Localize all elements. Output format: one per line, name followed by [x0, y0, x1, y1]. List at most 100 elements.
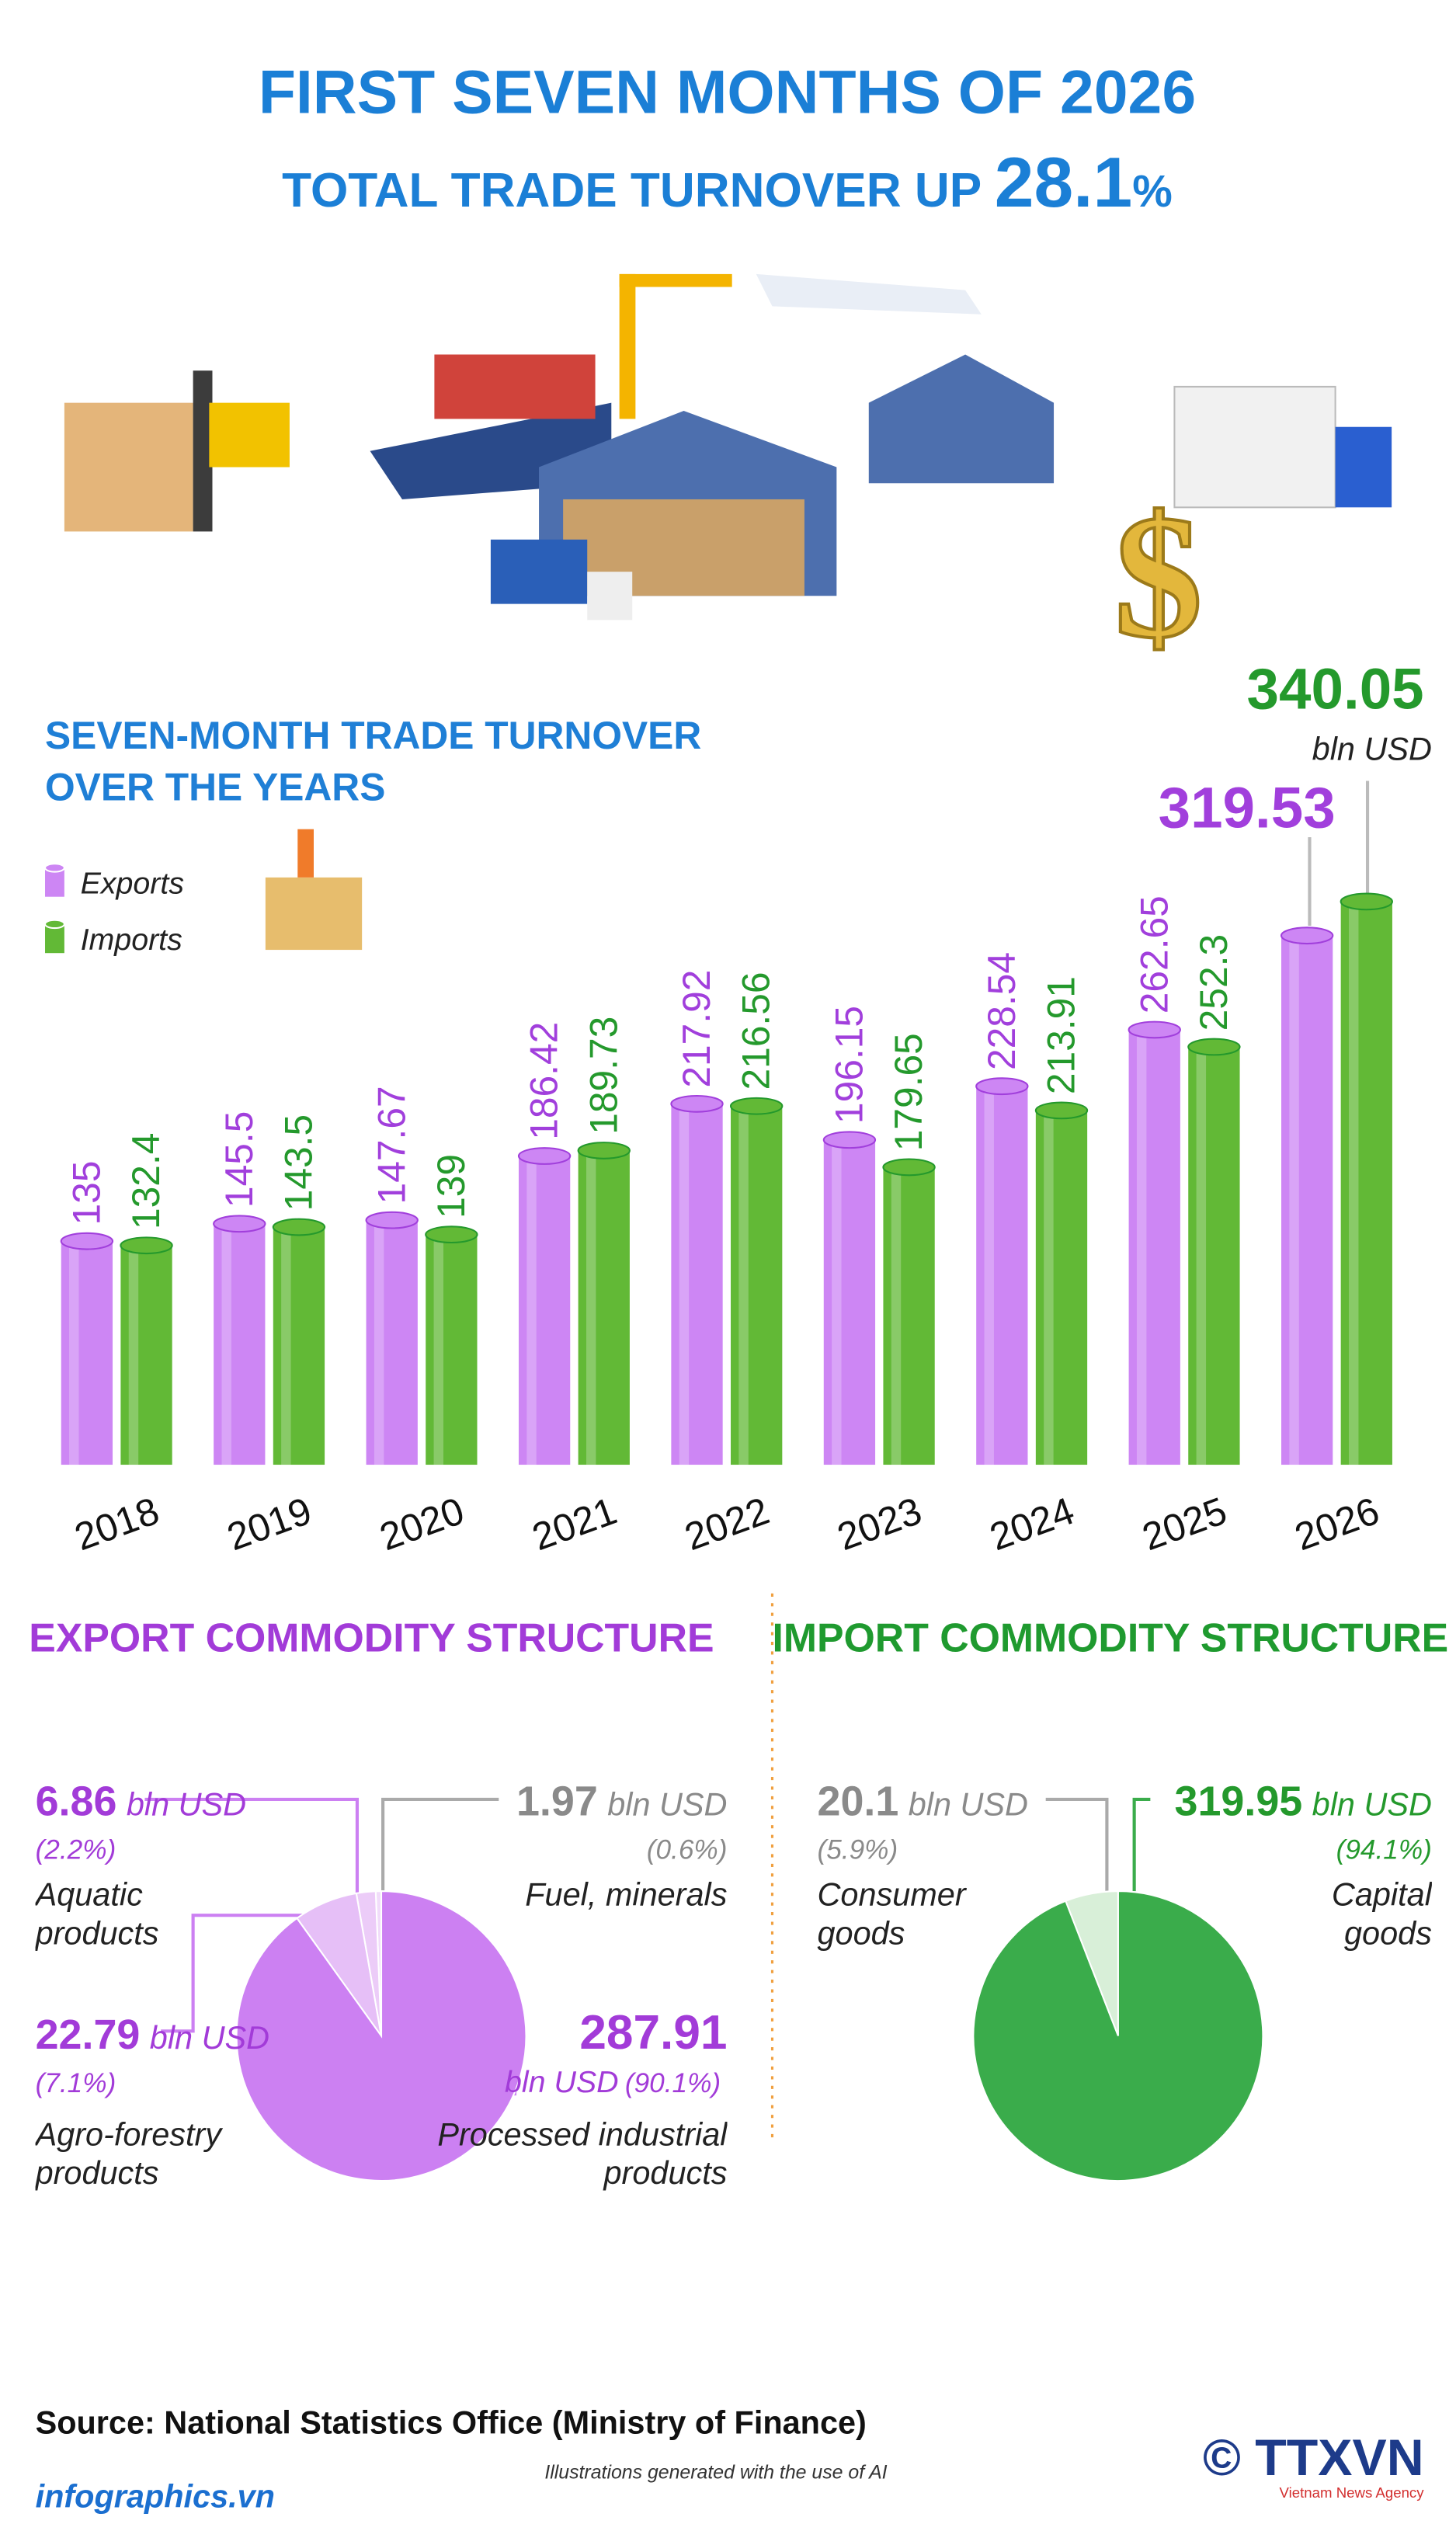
- bar-cap: [60, 1232, 114, 1250]
- bar-sheen: [1289, 935, 1299, 1465]
- bar-sheen: [738, 1106, 749, 1465]
- bar: [214, 1223, 266, 1465]
- bar-sheen: [1349, 901, 1359, 1465]
- value-label: 252.3: [1192, 934, 1235, 1031]
- value-label: 143.5: [277, 1114, 321, 1211]
- slice-value: 22.79: [36, 2011, 141, 2058]
- slice-unit: bln USD: [127, 1786, 246, 1823]
- slice-name-box: Fuel, minerals: [525, 1878, 728, 1914]
- value-label: 132.4: [124, 1133, 168, 1229]
- bar: [976, 1086, 1028, 1465]
- bar-sheen: [586, 1150, 596, 1465]
- slice-unit: bln USD: [1312, 1786, 1432, 1823]
- bar-cap: [670, 1094, 724, 1113]
- bar-cap: [1034, 1101, 1089, 1120]
- bar-cap: [272, 1218, 326, 1236]
- slice-share: (94.1%): [1336, 1835, 1432, 1865]
- value-label: 6.86 bln USD: [36, 1778, 247, 1825]
- bar: [426, 1234, 478, 1465]
- unit-label: bln USD: [1312, 731, 1432, 767]
- value-label: 186.42: [523, 1022, 566, 1140]
- bar: [1128, 1029, 1180, 1465]
- value-label: 22.79 bln USD: [36, 2011, 269, 2058]
- bar: [1188, 1047, 1240, 1465]
- share-label: (7.1%): [36, 2068, 116, 2098]
- value-label: 1.97 bln USD: [516, 1778, 728, 1825]
- value-label: 189.73: [582, 1017, 625, 1135]
- bar-cap: [425, 1225, 478, 1244]
- value-label: 319.95 bln USD: [1175, 1778, 1432, 1825]
- value-label: 216.56: [735, 972, 778, 1090]
- bar-sheen: [1136, 1029, 1147, 1465]
- bar: [1035, 1110, 1088, 1465]
- bar-cap: [1280, 927, 1334, 945]
- share-label: (0.6%): [647, 1835, 728, 1865]
- bar: [61, 1241, 113, 1465]
- bar-cap: [975, 1077, 1029, 1096]
- pie-slice: [235, 1890, 527, 2182]
- page-subtitle: TOTAL TRADE TURNOVER UP 28.1%: [282, 143, 1173, 222]
- bar-sheen: [1044, 1110, 1054, 1465]
- share-label: (2.2%): [36, 1835, 116, 1865]
- value-label: 147.67: [370, 1086, 413, 1204]
- slice-share: (2.2%): [36, 1835, 116, 1865]
- value-label: 228.54: [980, 952, 1023, 1070]
- bar-sheen: [1196, 1047, 1207, 1465]
- value-label: 20.1 bln USD: [817, 1778, 1028, 1825]
- source: Source: National Statistics Office (Mini…: [36, 2404, 867, 2440]
- pie-slice: [972, 1890, 1264, 2182]
- legend-label: Exports: [81, 867, 184, 901]
- share-label: (5.9%): [817, 1835, 898, 1865]
- value-label: 319.53: [1159, 775, 1336, 840]
- value-label: 213.91: [1040, 976, 1083, 1094]
- bar: [671, 1104, 723, 1465]
- bar-sheen: [281, 1227, 291, 1465]
- chart-title: SEVEN-MONTH TRADE TURNOVER: [45, 714, 701, 757]
- bar: [1281, 935, 1333, 1465]
- slice-name-box: Aquatic products: [35, 1878, 159, 1952]
- dollar-icon: $: [1114, 479, 1203, 675]
- slice-name-box: Processed industrial products: [437, 2118, 728, 2192]
- ai-note: Illustrations generated with the use of …: [544, 2461, 887, 2483]
- slice-value: 1.97: [516, 1778, 598, 1825]
- bar-cap: [213, 1215, 266, 1233]
- bar-sheen: [128, 1245, 139, 1465]
- bar-sheen: [832, 1139, 842, 1465]
- legend-swatch-top: [43, 919, 65, 930]
- legend-swatch-top: [43, 863, 65, 873]
- subtitle-unit: %: [1132, 166, 1173, 217]
- bar-cap: [822, 1131, 877, 1149]
- slice-name-box: Agro-forestry products: [36, 2118, 221, 2192]
- slice-name-box: Consumer goods: [817, 1879, 965, 1952]
- bar-sheen: [526, 1156, 537, 1465]
- bar: [273, 1227, 325, 1465]
- chart-title: OVER THE YEARS: [45, 765, 385, 808]
- slice-name-box: Capital goods: [1332, 1879, 1432, 1952]
- brand: © TTXVN: [1203, 2429, 1424, 2487]
- value-label: 217.92: [675, 970, 718, 1088]
- slice-share: (7.1%): [36, 2068, 116, 2098]
- share-label: (94.1%): [1336, 1835, 1432, 1865]
- value-label: 139: [429, 1154, 473, 1219]
- chart-title: EXPORT COMMODITY STRUCTURE: [29, 1615, 714, 1660]
- bar: [1340, 901, 1392, 1465]
- slice-share: (90.1%): [625, 2068, 721, 2098]
- bar-cap: [365, 1211, 419, 1229]
- bar-cap: [1128, 1020, 1181, 1039]
- slice-name: Fuel, minerals: [525, 1878, 728, 1914]
- slice-unit: bln USD: [150, 2019, 269, 2056]
- bar-sheen: [221, 1223, 231, 1465]
- bar-cap: [120, 1236, 173, 1255]
- share-label: bln USD (90.1%): [505, 2065, 721, 2099]
- bar: [366, 1220, 418, 1465]
- value-label: 135: [64, 1160, 108, 1225]
- bar-cap: [517, 1147, 572, 1165]
- legend-label: Imports: [81, 923, 182, 957]
- value-label: 179.65: [887, 1033, 930, 1151]
- slice-name: Aquatic products: [35, 1878, 159, 1952]
- leader-lines: [144, 780, 1370, 2096]
- slice-value: 6.86: [36, 1778, 117, 1825]
- slice-name: Processed industrial products: [437, 2118, 728, 2192]
- bar-cap: [729, 1097, 784, 1115]
